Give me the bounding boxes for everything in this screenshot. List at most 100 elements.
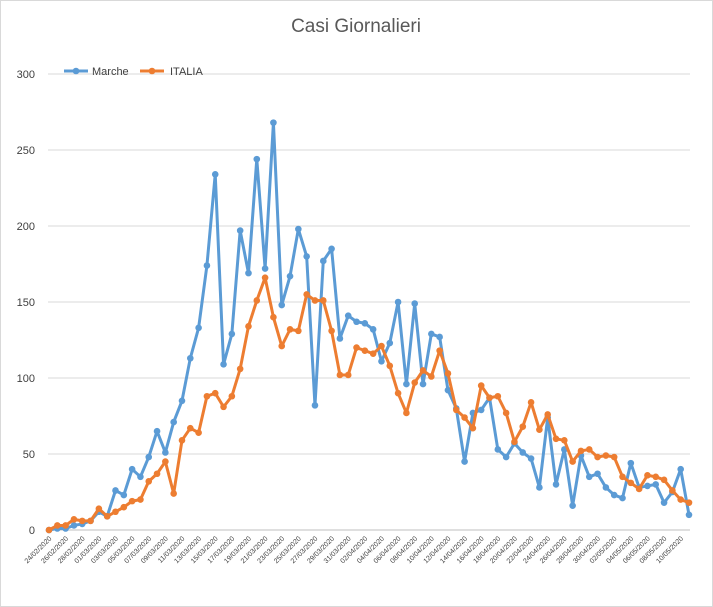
data-point [319,297,327,304]
data-point [527,455,535,462]
data-point [54,522,61,529]
data-point [195,429,202,437]
data-point [153,470,161,478]
data-point [178,437,186,444]
data-point [677,465,684,473]
data-point [403,409,410,417]
data-point [519,449,527,456]
legend-swatch-marker [72,67,80,75]
data-point [635,485,643,493]
data-point [428,330,435,338]
data-point [228,392,236,400]
chart-title: Casi Giornalieri [291,16,421,37]
data-point [195,324,202,332]
data-point [270,119,277,126]
data-point [253,155,261,163]
data-point [527,399,535,406]
data-point [145,478,153,485]
data-point [153,427,161,435]
data-point [245,269,252,277]
data-point [369,350,377,357]
data-point [561,437,568,444]
data-point [411,379,419,386]
data-point [70,522,78,529]
data-point [644,482,651,490]
data-point [261,274,269,281]
data-point [344,312,352,319]
y-tick-label: 100 [17,373,35,385]
data-point [286,272,294,280]
data-point [444,386,452,394]
data-point [95,505,103,513]
data-point [328,327,335,335]
data-point [303,291,310,298]
data-point [669,487,676,494]
data-point [502,409,510,417]
data-point [452,406,460,414]
data-point [344,371,352,379]
data-point [87,517,94,525]
data-point [145,453,153,461]
data-point [461,458,468,465]
data-point [477,406,485,414]
data-point [336,335,344,342]
y-tick-label: 150 [17,297,35,309]
data-point [186,354,194,362]
data-point [228,330,236,338]
data-point [128,497,136,505]
data-point [685,511,693,519]
data-point [594,470,601,478]
data-point [137,473,144,481]
data-point [685,499,693,506]
data-point [502,453,510,461]
data-point [552,481,560,488]
series-group [45,119,693,534]
data-point [610,491,618,499]
data-point [78,517,86,525]
legend: Marche ITALIA [64,66,203,78]
data-point [386,362,394,370]
data-point [286,326,294,333]
data-point [361,319,369,327]
data-point [444,370,452,377]
data-point [128,465,136,473]
data-point [378,357,385,365]
data-point [660,476,668,484]
data-point [378,342,385,350]
data-point [369,326,377,333]
series-line [47,121,691,532]
data-point [494,446,502,453]
data-point [403,380,410,388]
data-point [519,423,527,430]
data-point [569,502,576,509]
data-point [319,257,327,265]
data-point [261,265,269,272]
y-tick-label: 0 [29,525,35,537]
data-point [394,298,402,306]
data-point [494,392,502,400]
data-point [220,361,227,368]
data-point [336,371,344,379]
data-point [162,449,169,456]
data-point [652,481,660,488]
legend-item-italia: ITALIA [140,66,203,78]
data-point [428,373,435,380]
data-point [602,484,610,491]
data-point [278,301,286,309]
data-point [270,313,277,321]
data-point [120,503,128,511]
data-point [594,453,601,461]
data-point [211,389,219,397]
data-point [311,297,319,304]
data-point [619,494,626,502]
legend-swatch-marker [148,67,156,75]
data-point [203,262,211,269]
data-point [186,424,194,432]
data-point [652,473,660,481]
data-point [627,459,635,467]
data-point [461,414,468,421]
data-point [45,526,53,534]
data-point [602,452,610,459]
data-point [328,245,335,253]
